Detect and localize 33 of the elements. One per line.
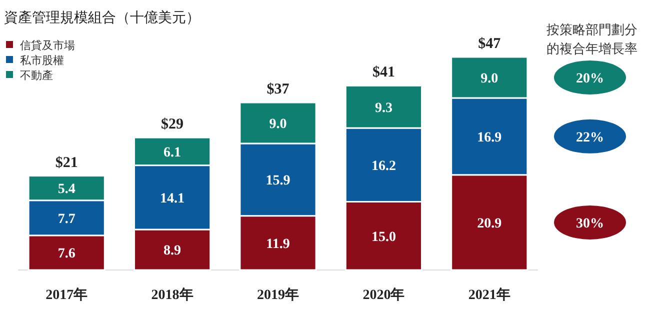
- text: 按策略部門劃分的複合年增長率: [546, 23, 638, 57]
- text: 22%: [576, 130, 604, 146]
- data-label: 16.9: [477, 130, 502, 146]
- data-label: 7.6: [58, 246, 76, 262]
- x-tick-label: 2017年: [46, 287, 88, 303]
- data-label: 11.9: [266, 236, 290, 252]
- x-tick-label: 2019年: [257, 287, 299, 303]
- data-label: 5.4: [58, 182, 76, 198]
- data-label: 8.9: [164, 244, 182, 259]
- data-label: 15.0: [371, 230, 396, 245]
- data-label: 14.1: [160, 191, 185, 206]
- text: 30%: [576, 216, 604, 232]
- data-label: 16.2: [371, 158, 396, 174]
- total-label: $29: [161, 116, 184, 133]
- total-label: $41: [372, 64, 395, 81]
- text: 20%: [576, 71, 604, 86]
- total-label: $37: [266, 82, 290, 98]
- data-label: 20.9: [477, 216, 502, 232]
- data-label: 7.7: [58, 212, 76, 227]
- legend-label: 私市股權: [20, 54, 64, 67]
- data-label: 9.3: [374, 100, 392, 116]
- legend-label: 信貸及市場: [20, 39, 75, 52]
- data-label: 9.0: [269, 116, 287, 132]
- legend-label: 不動產: [20, 69, 53, 82]
- total-label: $47: [478, 36, 502, 52]
- data-label: 9.0: [480, 71, 498, 86]
- data-label: 15.9: [266, 174, 290, 189]
- total-label: $21: [55, 154, 78, 171]
- x-tick-label: 2021年: [468, 287, 510, 303]
- data-label: 6.1: [164, 145, 182, 160]
- x-tick-label: 2018年: [151, 287, 194, 303]
- chart-title: 資產管理規模組合（十億美元）: [4, 10, 200, 26]
- x-tick-label: 2020年: [362, 287, 405, 303]
